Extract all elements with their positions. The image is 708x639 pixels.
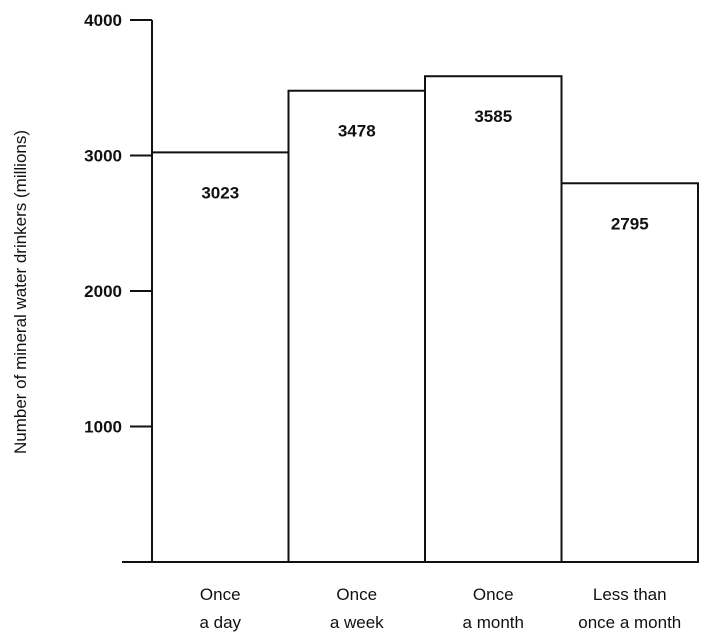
category-label-2: Once a month [463, 585, 524, 632]
value-label-2: 3585 [474, 107, 512, 126]
category-label-1: Once a week [330, 585, 384, 632]
bars-layer [151, 75, 699, 564]
value-label-1: 3478 [338, 122, 376, 141]
bar-1 [287, 89, 426, 564]
axes-layer [122, 19, 698, 563]
y-tick-label-3: 4000 [84, 11, 122, 30]
bar-0 [151, 151, 290, 563]
labels-layer: 1000 2000 3000 4000 3023 3478 3585 2795 Once a da… [84, 11, 681, 632]
bar-2 [424, 75, 563, 563]
y-axis-title: Number of mineral water drinkers (millio… [11, 130, 30, 454]
category-label-3: Less than once a month [578, 585, 681, 632]
value-label-0: 3023 [201, 183, 239, 202]
y-tick-label-2: 3000 [84, 147, 122, 166]
y-tick-label-1: 2000 [84, 282, 122, 301]
category-label-0: Once a day [199, 585, 241, 632]
bar-3 [560, 182, 699, 563]
y-tick-label-0: 1000 [84, 418, 122, 437]
value-label-3: 2795 [611, 214, 649, 233]
